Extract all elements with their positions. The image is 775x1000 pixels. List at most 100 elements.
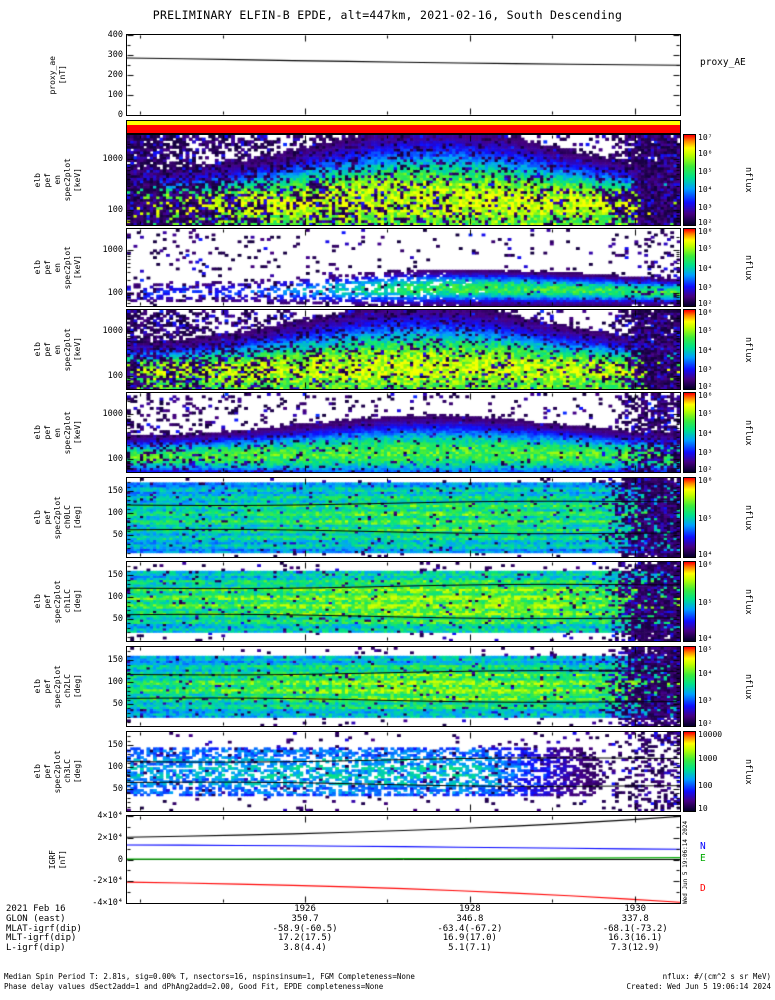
axis-label-word: spec2plot: [52, 495, 62, 540]
y-tick-label: 100: [107, 592, 123, 603]
axis-label-word: ch1LC: [62, 589, 72, 614]
y-tick-label: 100: [107, 287, 123, 298]
y-tick-label: 1000: [102, 244, 123, 255]
axis-label-word: proxy_ae: [47, 55, 57, 95]
axis-label-word: [keV]: [72, 420, 82, 445]
axis-label-word: elb: [32, 425, 42, 440]
axis-label-word: en: [52, 262, 62, 273]
colorbar-tick-label: 100: [698, 780, 713, 790]
axis-label-word: spec2plot: [52, 664, 62, 709]
bottom-row-value: 5.1(7.1): [448, 942, 492, 953]
axis-label-word: en: [52, 175, 62, 185]
colorbar-axis-label-text: nflux: [743, 504, 753, 531]
axis-label-word: elb: [32, 260, 42, 275]
colorbar-tick-label: 10³: [698, 365, 713, 375]
pa-spec-ch1-colorbar: [683, 561, 696, 642]
colorbar-tick-label: 10⁵: [698, 408, 713, 418]
axis-label-word: spec2plot: [62, 245, 72, 290]
bottom-row-value: 346.8: [456, 914, 484, 924]
colorbar-tick-label: 10⁵: [698, 244, 713, 254]
colorbar-axis-label-text: nflux: [743, 758, 753, 785]
colorbar-tick-label: 10⁴: [698, 263, 713, 273]
colorbar-tick-label: 10⁴: [698, 634, 713, 643]
footer-spin-note: Median Spin Period T: 2.81s, sig=0.00% T…: [4, 972, 415, 981]
axis-label-word: pef: [42, 425, 52, 440]
bottom-row-label: MLAT-igrf(dip): [6, 923, 82, 934]
bottom-row-value: -58.9(-60.5): [272, 923, 338, 934]
time-tick-label: 1930: [624, 904, 647, 914]
colorbar-tick-label: 10⁷: [698, 133, 713, 142]
colorbar-axis-label-text: nflux: [743, 336, 753, 363]
axis-label-word: IGRF: [47, 849, 57, 870]
y-tick-label: 0: [117, 110, 123, 120]
colorbar-tick-label: 10⁶: [698, 560, 713, 569]
y-tick-label: 50: [112, 784, 123, 795]
colorbar-tick-label: 10³: [698, 203, 713, 212]
colorbar-tick-label: 10⁴: [698, 428, 713, 438]
colorbar-tick-label: 10: [698, 804, 708, 813]
axis-label-word: ch3LC: [62, 759, 72, 784]
axis-label-word: pef: [42, 172, 52, 188]
bottom-row-value: 337.8: [621, 914, 649, 924]
colorbar-axis-label: nflux: [743, 647, 753, 726]
y-tick-label: 400: [107, 30, 123, 40]
side-created-note: Wed Jun 5 19:06:14 2024: [682, 820, 689, 904]
bottom-row-value: 16.3(16.1): [608, 933, 663, 944]
y-tick-label: 100: [107, 204, 123, 215]
en-spec-4-colorbar: [683, 392, 696, 473]
series-label-N: N: [700, 841, 706, 853]
colorbar-tick-label: 10⁵: [698, 167, 713, 176]
axis-label-word: elb: [32, 594, 42, 609]
axis-label-word: pef: [42, 260, 52, 275]
axis-label-word: [keV]: [72, 255, 82, 280]
axis-label-word: pef: [42, 679, 52, 694]
plot-title: PRELIMINARY ELFIN-B EPDE, alt=447km, 202…: [152, 8, 623, 22]
y-tick-label: 1000: [102, 326, 123, 337]
axis-label-word: elb: [32, 679, 42, 694]
colorbar-tick-label: 10⁵: [698, 513, 713, 523]
en-spec-1-canvas: [127, 135, 680, 225]
proxy-ae-canvas: [127, 35, 680, 115]
axis-label-word: spec2plot: [62, 327, 72, 372]
en-spec-2-colorbar-canvas: [684, 229, 695, 306]
series-label-D: D: [700, 882, 706, 894]
colorbar-tick-label: 10⁴: [698, 669, 713, 679]
axis-label-word: spec2plot: [62, 158, 72, 202]
pa-spec-ch2-colorbar-canvas: [684, 647, 695, 726]
y-tick-label: 150: [107, 655, 123, 666]
colorbar-axis-label: nflux: [743, 229, 753, 306]
en-spec-3-colorbar-canvas: [684, 310, 695, 389]
colorbar-axis-label: nflux: [743, 310, 753, 389]
colorbar-tick-label: 10⁶: [698, 476, 713, 485]
axis-label-word: [nT]: [57, 65, 67, 85]
axis-label-word: elb: [32, 172, 42, 188]
y-tick-label: 100: [107, 370, 123, 381]
colorbar-tick-label: 10⁴: [698, 185, 713, 194]
bottom-row-value: 350.7: [291, 914, 319, 924]
time-tick-label: 1926: [294, 904, 316, 914]
y-tick-label: 1000: [102, 154, 123, 165]
en-spec-2-frame: [126, 228, 681, 307]
colorbar-tick-label: 10⁶: [698, 308, 713, 317]
bottom-row-value: -63.4(-67.2): [437, 923, 503, 934]
colorbar-tick-label: 1000: [698, 754, 718, 764]
axis-label-word: pef: [42, 594, 52, 609]
pa-spec-ch3-frame: [126, 731, 681, 812]
axis-label-word: ch0LC: [62, 505, 72, 530]
axis-label-word: pef: [42, 764, 52, 779]
colorbar-tick-label: 10⁵: [698, 597, 713, 607]
y-tick-label: 150: [107, 740, 123, 751]
colorbar-axis-label-text: nflux: [743, 419, 753, 446]
y-tick-label: 1000: [102, 409, 123, 420]
pa-spec-ch0-colorbar-canvas: [684, 478, 695, 557]
y-tick-label: 100: [107, 90, 123, 100]
y-tick-label: 100: [107, 677, 123, 688]
footer-units-note: nflux: #/(cm^2 s sr MeV): [662, 972, 771, 981]
colorbar-tick-label: 10³: [698, 282, 713, 292]
colorbar-tick-label: 10²: [698, 719, 713, 728]
quality-strip: [126, 120, 681, 134]
pa-spec-ch1-canvas: [127, 562, 680, 641]
quality-strip-stripe-0: [127, 121, 680, 125]
footer-created-note: Created: Wed Jun 5 19:06:14 2024: [626, 981, 772, 991]
pa-spec-ch2-colorbar: [683, 646, 696, 727]
